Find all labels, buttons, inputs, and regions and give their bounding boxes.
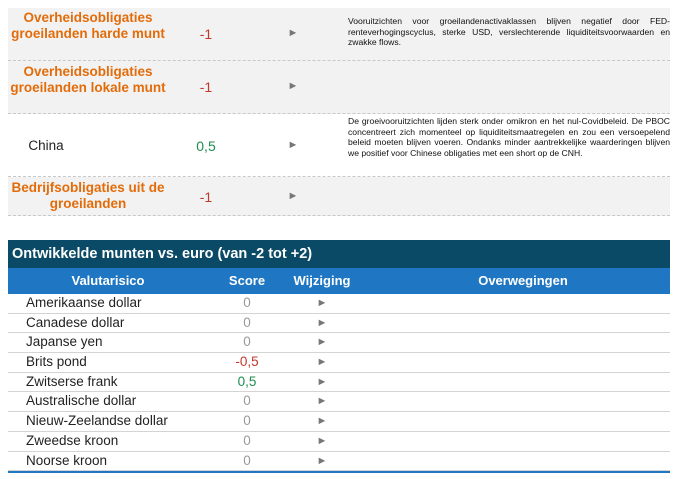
table-row: Brits pond -0,5 ► xyxy=(8,353,670,373)
category-label: Overheidsobligaties groeilanden harde mu… xyxy=(11,10,165,41)
table-row: Nieuw-Zeelandse dollar 0 ► xyxy=(8,412,670,432)
table-row: Zweedse kroon 0 ► xyxy=(8,432,670,452)
score-value: 0 xyxy=(243,432,251,448)
table-row: Bedrijfsobligaties uit de groeilanden -1… xyxy=(8,177,670,216)
currency-rows: Amerikaanse dollar 0 ► Canadese dollar 0… xyxy=(8,294,670,472)
table-row: Overheidsobligaties groeilanden harde mu… xyxy=(8,8,670,61)
score-value: 0 xyxy=(243,393,251,409)
score-value: 0,5 xyxy=(196,138,216,154)
change-arrow-icon: ► xyxy=(316,415,328,428)
change-arrow-icon: ► xyxy=(316,316,328,329)
change-arrow-icon: ► xyxy=(316,375,328,388)
change-arrow-icon: ► xyxy=(287,190,299,202)
category-label: Overheidsobligaties groeilanden lokale m… xyxy=(10,64,166,95)
currency-name: Zwitserse frank xyxy=(26,373,118,389)
score-value: 0,5 xyxy=(237,373,257,389)
score-value: -0,5 xyxy=(235,354,259,370)
considerations-text: De groeivooruitzichten lijden sterk onde… xyxy=(348,116,670,158)
table-row: Zwitserse frank 0,5 ► xyxy=(8,373,670,393)
change-arrow-icon: ► xyxy=(316,434,328,447)
table-row: Japanse yen 0 ► xyxy=(8,333,670,354)
change-arrow-icon: ► xyxy=(316,336,328,349)
column-header-score: Score xyxy=(228,273,266,288)
score-value: 0 xyxy=(243,334,251,350)
table-row: Amerikaanse dollar 0 ► xyxy=(8,294,670,314)
column-header-considerations: Overwegingen xyxy=(478,273,568,288)
change-arrow-icon: ► xyxy=(316,395,328,408)
currency-name: Australische dollar xyxy=(26,393,137,409)
column-header-change: Wijziging xyxy=(293,273,351,288)
currency-name: Brits pond xyxy=(26,354,87,370)
currency-name: Nieuw-Zeelandse dollar xyxy=(26,413,168,429)
currency-name: Zweedse kroon xyxy=(26,432,119,448)
currency-name: Canadese dollar xyxy=(26,314,125,330)
column-header-risk: Valutarisico xyxy=(71,273,145,288)
currency-name: Noorse kroon xyxy=(26,452,108,468)
currency-name: Amerikaanse dollar xyxy=(26,295,142,310)
table-bottom-rule xyxy=(8,471,670,473)
change-arrow-icon: ► xyxy=(287,139,299,151)
table-row: Noorse kroon 0 ► xyxy=(8,452,670,472)
currency-name: Japanse yen xyxy=(26,334,103,350)
category-label: China xyxy=(28,138,64,153)
score-value: -1 xyxy=(199,189,213,205)
change-arrow-icon: ► xyxy=(287,27,299,39)
table-row: China 0,5 ► De groeivooruitzichten lijde… xyxy=(8,114,670,177)
table-row: Overheidsobligaties groeilanden lokale m… xyxy=(8,61,670,114)
column-header-row: Valutarisico Score Wijziging Overweginge… xyxy=(8,268,670,294)
score-value: 0 xyxy=(243,314,251,330)
considerations-text: Vooruitzichten voor groeilandenactivakla… xyxy=(348,16,670,48)
score-value: 0 xyxy=(243,452,251,468)
change-arrow-icon: ► xyxy=(316,356,328,369)
category-label: Bedrijfsobligaties uit de groeilanden xyxy=(11,180,165,211)
table-row: Australische dollar 0 ► xyxy=(8,392,670,413)
emerging-bonds-table: Overheidsobligaties groeilanden harde mu… xyxy=(8,8,670,216)
change-arrow-icon: ► xyxy=(316,454,328,467)
score-value: 0 xyxy=(243,295,251,310)
score-value: 0 xyxy=(243,413,251,429)
score-value: -1 xyxy=(199,79,213,95)
score-value: -1 xyxy=(199,26,213,42)
change-arrow-icon: ► xyxy=(316,297,328,309)
change-arrow-icon: ► xyxy=(287,80,299,92)
section-title: Ontwikkelde munten vs. euro (van -2 tot … xyxy=(8,240,670,268)
table-row: Canadese dollar 0 ► xyxy=(8,314,670,334)
